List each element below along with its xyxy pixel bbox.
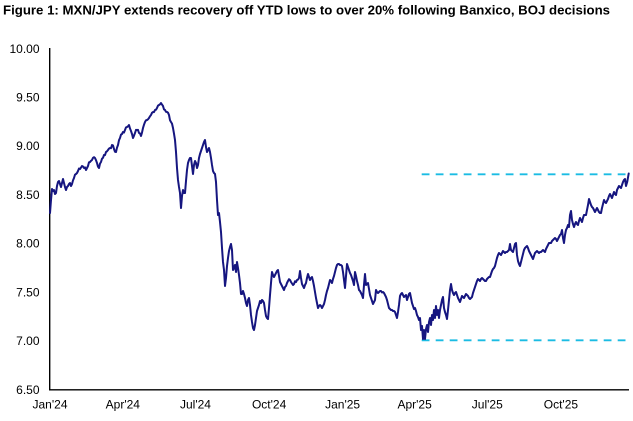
svg-text:Jan'24: Jan'24	[33, 397, 68, 411]
svg-text:Jul'24: Jul'24	[180, 397, 211, 411]
svg-text:9.00: 9.00	[16, 139, 40, 153]
svg-text:7.00: 7.00	[16, 334, 40, 348]
svg-text:8.00: 8.00	[16, 237, 40, 251]
svg-text:9.50: 9.50	[16, 91, 40, 105]
svg-text:6.50: 6.50	[16, 383, 40, 397]
svg-text:7.50: 7.50	[16, 285, 40, 299]
svg-text:Apr'25: Apr'25	[397, 397, 432, 411]
svg-text:Oct'24: Oct'24	[252, 397, 287, 411]
svg-text:10.00: 10.00	[9, 42, 39, 56]
svg-text:Apr'24: Apr'24	[106, 397, 141, 411]
svg-text:Jan'25: Jan'25	[325, 397, 360, 411]
svg-text:Jul'25: Jul'25	[472, 397, 503, 411]
svg-text:Figure 1: MXN/JPY extends reco: Figure 1: MXN/JPY extends recovery off Y…	[3, 3, 610, 18]
svg-text:8.50: 8.50	[16, 188, 40, 202]
svg-text:Oct'25: Oct'25	[544, 397, 579, 411]
